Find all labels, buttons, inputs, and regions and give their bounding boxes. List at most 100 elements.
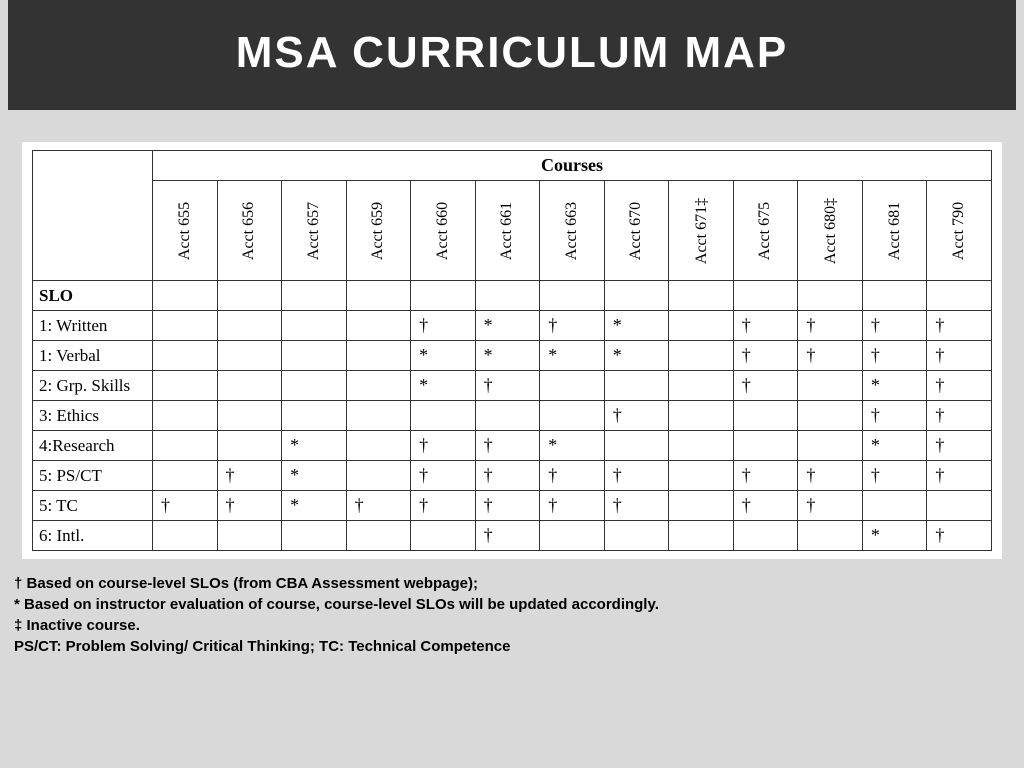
table-head: Courses Acct 655 Acct 656 Acct 657Acct 659… xyxy=(33,151,992,281)
slo-header-cell: SLO xyxy=(33,281,153,311)
data-cell: † xyxy=(927,461,992,491)
data-cell xyxy=(733,521,798,551)
data-cell: † xyxy=(475,431,540,461)
data-cell: * xyxy=(604,341,669,371)
data-cell: † xyxy=(346,491,411,521)
data-cell: * xyxy=(540,341,605,371)
empty-cell xyxy=(733,281,798,311)
courses-group-header: Courses xyxy=(153,151,992,181)
row-label: 5: TC xyxy=(33,491,153,521)
data-cell: † xyxy=(475,371,540,401)
table-row: 3: Ethics††† xyxy=(33,401,992,431)
data-cell xyxy=(798,521,863,551)
row-label: 1: Written xyxy=(33,311,153,341)
data-cell: † xyxy=(927,341,992,371)
data-cell xyxy=(669,521,734,551)
page-title: MSA CURRICULUM MAP xyxy=(8,28,1016,78)
data-cell: † xyxy=(733,311,798,341)
data-cell: * xyxy=(604,311,669,341)
data-cell: † xyxy=(411,431,476,461)
data-cell: * xyxy=(411,341,476,371)
table-row: 6: Intl.†*† xyxy=(33,521,992,551)
course-column-label: Acct 675 xyxy=(757,201,775,259)
data-cell xyxy=(217,521,282,551)
data-cell xyxy=(346,341,411,371)
data-cell: * xyxy=(862,431,927,461)
course-column-label: Acct 680‡ xyxy=(822,197,840,263)
course-column-header: Acct 657 xyxy=(282,181,347,281)
footnotes: † Based on course-level SLOs (from CBA A… xyxy=(14,573,1010,657)
empty-cell xyxy=(540,281,605,311)
empty-cell xyxy=(346,281,411,311)
empty-cell xyxy=(217,281,282,311)
course-column-label: Acct 671‡ xyxy=(693,197,711,263)
row-label: 2: Grp. Skills xyxy=(33,371,153,401)
course-column-header: Acct 670 xyxy=(604,181,669,281)
data-cell: * xyxy=(282,491,347,521)
data-cell xyxy=(733,401,798,431)
course-column-header: Acct 671‡ xyxy=(669,181,734,281)
data-cell: † xyxy=(475,491,540,521)
course-column-header: Acct 663 xyxy=(540,181,605,281)
data-cell xyxy=(798,401,863,431)
course-column-header: Acct 680‡ xyxy=(798,181,863,281)
data-cell: * xyxy=(411,371,476,401)
data-cell: † xyxy=(862,461,927,491)
course-column-label: Acct 670 xyxy=(627,201,645,259)
data-cell: † xyxy=(540,461,605,491)
footnote-dagger: † Based on course-level SLOs (from CBA A… xyxy=(14,573,1010,594)
table-row: 1: Verbal****†††† xyxy=(33,341,992,371)
data-cell xyxy=(217,431,282,461)
data-cell xyxy=(282,311,347,341)
data-cell: * xyxy=(475,311,540,341)
data-cell xyxy=(282,341,347,371)
data-cell xyxy=(217,311,282,341)
data-cell: * xyxy=(282,461,347,491)
slo-header-row: SLO xyxy=(33,281,992,311)
data-cell: * xyxy=(282,431,347,461)
data-cell: † xyxy=(475,461,540,491)
data-cell xyxy=(217,341,282,371)
data-cell: † xyxy=(411,461,476,491)
row-label: 5: PS/CT xyxy=(33,461,153,491)
course-column-header: Acct 661 xyxy=(475,181,540,281)
data-cell xyxy=(153,461,218,491)
curriculum-table-container: Courses Acct 655 Acct 656 Acct 657Acct 659… xyxy=(22,142,1002,559)
data-cell xyxy=(153,311,218,341)
title-bar: MSA CURRICULUM MAP xyxy=(8,0,1016,110)
course-column-header: Acct 659 xyxy=(346,181,411,281)
data-cell: † xyxy=(411,491,476,521)
course-column-header: Acct 790 xyxy=(927,181,992,281)
data-cell xyxy=(411,521,476,551)
empty-cell xyxy=(862,281,927,311)
data-cell: † xyxy=(733,341,798,371)
course-column-label: Acct 656 xyxy=(240,201,258,259)
data-cell xyxy=(540,371,605,401)
course-column-label: Acct 790 xyxy=(950,201,968,259)
data-cell xyxy=(669,341,734,371)
data-cell xyxy=(346,371,411,401)
data-cell: * xyxy=(540,431,605,461)
course-column-label: Acct 655 xyxy=(176,201,194,259)
course-column-label: Acct 681 xyxy=(886,201,904,259)
data-cell xyxy=(733,431,798,461)
data-cell xyxy=(669,371,734,401)
data-cell xyxy=(411,401,476,431)
course-column-header: Acct 660 xyxy=(411,181,476,281)
footnote-ddagger: ‡ Inactive course. xyxy=(14,615,1010,636)
course-column-label: Acct 663 xyxy=(563,201,581,259)
data-cell: † xyxy=(798,491,863,521)
data-cell: † xyxy=(604,401,669,431)
data-cell: † xyxy=(411,311,476,341)
data-cell: † xyxy=(540,311,605,341)
course-column-label: Acct 661 xyxy=(498,201,516,259)
data-cell: * xyxy=(862,521,927,551)
empty-cell xyxy=(282,281,347,311)
course-column-header: Acct 655 xyxy=(153,181,218,281)
data-cell xyxy=(540,401,605,431)
table-row: 1: Written†*†*†††† xyxy=(33,311,992,341)
data-cell xyxy=(798,431,863,461)
course-column-header: Acct 675 xyxy=(733,181,798,281)
empty-cell xyxy=(798,281,863,311)
row-label: 4:Research xyxy=(33,431,153,461)
